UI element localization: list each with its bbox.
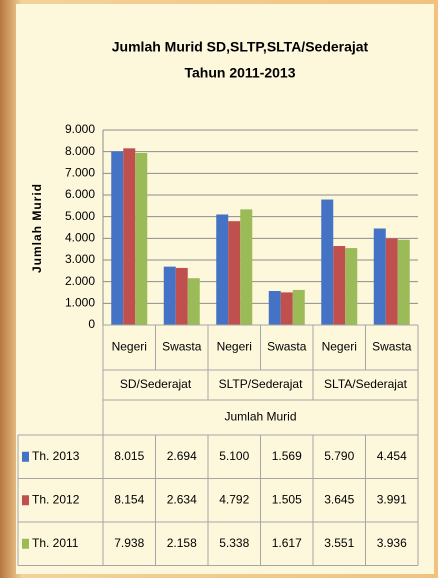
table-cell: 2.158 (167, 536, 197, 550)
table-cell: 4.454 (377, 449, 407, 463)
group-label: SLTA/Sederajat (324, 377, 408, 391)
bar (216, 214, 229, 325)
table-cell: 5.100 (219, 449, 249, 463)
bar (373, 228, 386, 325)
table-cell: 3.551 (324, 536, 354, 550)
table-cell: 3.936 (377, 536, 407, 550)
x-tick-label: Swasta (162, 340, 202, 354)
table-cell: 1.617 (272, 536, 302, 550)
y-tick-label: 1.000 (65, 296, 95, 310)
y-tick-label: 6.000 (65, 187, 95, 201)
bar (321, 199, 334, 325)
bar (385, 238, 398, 325)
legend-swatch (22, 538, 29, 549)
y-tick-label: 2.000 (65, 274, 95, 288)
bar (292, 289, 305, 325)
table-cell: 3.645 (324, 492, 354, 506)
table-cell: 7.938 (114, 536, 144, 550)
x-tick-label: Negeri (322, 340, 357, 354)
table-cell: 5.338 (219, 536, 249, 550)
legend-label: Th. 2012 (32, 492, 80, 506)
bar (163, 266, 176, 325)
y-tick-label: 3.000 (65, 252, 95, 266)
table-cell: 2.634 (167, 492, 197, 506)
y-tick-label: 0 (88, 317, 95, 331)
bar (345, 248, 358, 325)
table-cell: 1.505 (272, 492, 302, 506)
bar (397, 239, 410, 325)
chart-subtitle: Tahun 2011-2013 (184, 65, 295, 81)
y-tick-label: 5.000 (65, 209, 95, 223)
legend-swatch (22, 495, 29, 506)
y-tick-label: 9.000 (65, 122, 95, 136)
x-tick-label: Negeri (112, 340, 147, 354)
table-cell: 4.792 (219, 492, 249, 506)
table-cell: 1.569 (272, 449, 302, 463)
bar (187, 278, 200, 325)
table-cell: 8.015 (114, 449, 144, 463)
bar (111, 151, 124, 325)
bar (123, 148, 136, 325)
table-cell: 2.694 (167, 449, 197, 463)
bar (175, 267, 188, 325)
legend-label: Th. 2011 (32, 536, 79, 550)
bar (228, 221, 241, 325)
bar (135, 153, 148, 325)
group-label: SD/Sederajat (120, 377, 192, 391)
x-tick-label: Swasta (372, 340, 412, 354)
bar (268, 291, 281, 325)
x-tick-label: Swasta (267, 340, 307, 354)
y-axis-label: Jumlah Murid (30, 183, 44, 273)
y-tick-label: 8.000 (65, 144, 95, 158)
table-cell: 8.154 (114, 492, 144, 506)
bar (240, 209, 253, 325)
legend-label: Th. 2013 (32, 449, 80, 463)
table-cell: 3.991 (377, 492, 407, 506)
x-tick-label: Negeri (217, 340, 252, 354)
y-tick-label: 7.000 (65, 166, 95, 180)
table-cell: 5.790 (324, 449, 354, 463)
chart-title: Jumlah Murid SD,SLTP,SLTA/Sederajat (112, 39, 369, 55)
legend-swatch (22, 451, 29, 462)
group-label: SLTP/Sederajat (219, 377, 303, 391)
bar (333, 246, 346, 325)
table-header: Jumlah Murid (224, 410, 296, 424)
y-tick-label: 4.000 (65, 231, 95, 245)
bar (280, 292, 293, 325)
